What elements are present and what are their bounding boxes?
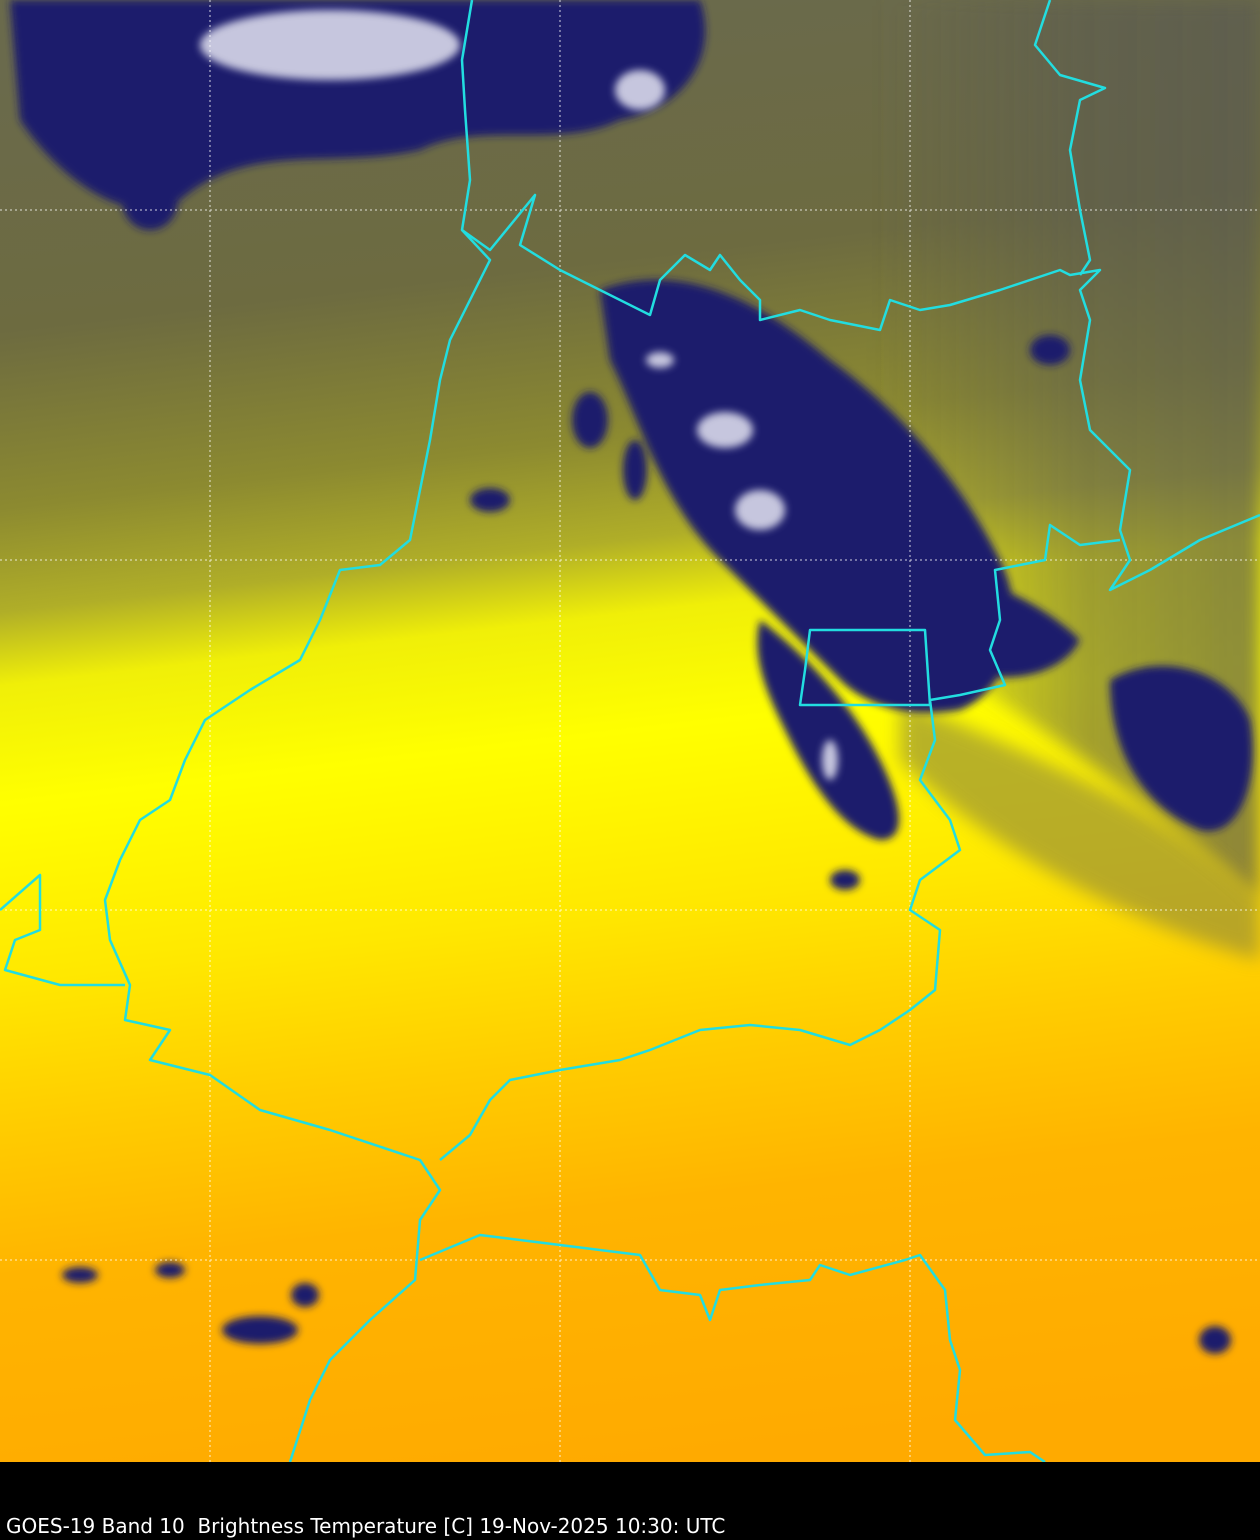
satellite-image: [0, 0, 1260, 1462]
borders: [0, 0, 1260, 1462]
caption: GOES-19 Band 10 Brightness Temperature […: [6, 1514, 726, 1538]
graticule: [0, 0, 1260, 1462]
